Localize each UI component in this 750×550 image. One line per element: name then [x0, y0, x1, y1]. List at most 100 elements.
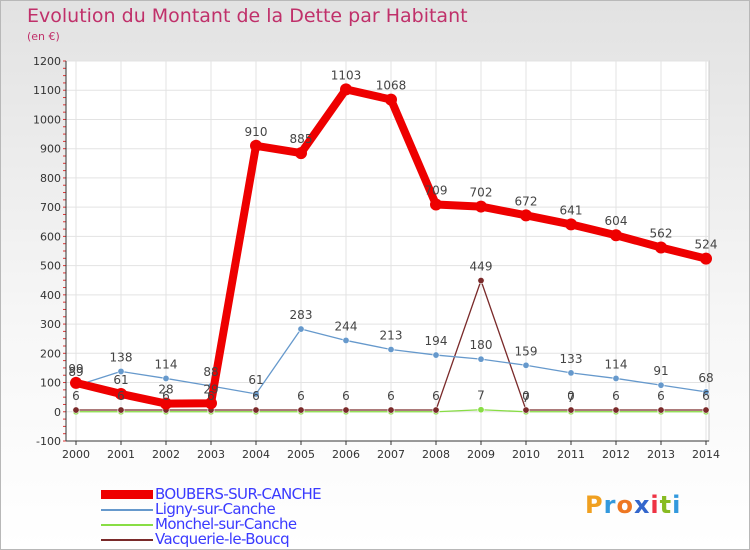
data-point — [340, 83, 352, 96]
data-label: 138 — [110, 350, 133, 364]
chart-subtitle: (en €) — [27, 30, 60, 43]
data-label: 6 — [72, 389, 80, 403]
data-label: 1103 — [331, 68, 362, 82]
data-label: 61 — [248, 373, 263, 387]
data-label: 0 — [522, 389, 530, 403]
y-tick-label: 700 — [40, 201, 61, 214]
data-label: 6 — [657, 389, 665, 403]
data-point — [657, 406, 665, 414]
data-label: 7 — [567, 391, 575, 405]
data-point — [520, 209, 532, 222]
data-point — [522, 361, 530, 369]
data-point — [612, 374, 620, 382]
data-point — [160, 397, 172, 410]
data-label: 885 — [290, 132, 313, 146]
data-label: 6 — [162, 389, 170, 403]
data-label: 7 — [477, 389, 485, 403]
data-label: 244 — [335, 319, 358, 333]
data-label: 0 — [567, 389, 575, 403]
data-point — [477, 355, 485, 363]
data-point — [387, 406, 395, 414]
logo-letter: P — [585, 491, 604, 519]
x-tick-label: 2013 — [647, 448, 675, 461]
logo-letter: t — [659, 491, 673, 519]
data-point — [385, 93, 397, 106]
legend-label-boubers: BOUBERS-SUR-CANCHE — [155, 485, 322, 503]
y-tick-label: 1200 — [33, 55, 61, 68]
x-tick-label: 2014 — [692, 448, 720, 461]
logo-letter: x — [633, 491, 651, 519]
data-point — [430, 198, 442, 211]
data-label: 709 — [425, 184, 448, 198]
data-point — [252, 406, 260, 414]
data-point — [475, 200, 487, 213]
data-label: 114 — [605, 357, 628, 371]
x-tick-label: 2009 — [467, 448, 495, 461]
data-label: 99 — [68, 362, 83, 376]
legend-label-ligny: Ligny-sur-Canche — [155, 500, 276, 518]
plot-area — [65, 60, 710, 442]
data-point — [250, 139, 262, 152]
data-point — [565, 218, 577, 231]
data-label: 524 — [695, 238, 718, 252]
data-point — [702, 388, 710, 396]
y-tick-label: 500 — [40, 260, 61, 273]
data-point — [162, 374, 170, 382]
y-tick-label: 1000 — [33, 113, 61, 126]
x-tick-label: 2006 — [332, 448, 360, 461]
data-label: 1068 — [376, 79, 407, 93]
data-point — [297, 325, 305, 333]
logo-letter: o — [616, 491, 634, 519]
data-point — [297, 406, 305, 414]
data-label: 6 — [297, 389, 305, 403]
data-label: 89 — [68, 365, 83, 379]
data-point — [72, 406, 80, 414]
x-tick-label: 2008 — [422, 448, 450, 461]
y-tick-label: 100 — [40, 377, 61, 390]
x-tick-label: 2005 — [287, 448, 315, 461]
data-label: 449 — [470, 260, 493, 274]
x-tick-label: 2011 — [557, 448, 585, 461]
y-tick-label: 900 — [40, 143, 61, 156]
data-label: 7 — [522, 391, 530, 405]
data-point — [117, 406, 125, 414]
data-label: 283 — [290, 308, 313, 322]
logo-letter: r — [603, 491, 617, 519]
data-label: 641 — [560, 203, 583, 217]
logo-letter: i — [650, 491, 660, 519]
y-tick-label: 400 — [40, 289, 61, 302]
y-tick-label: 600 — [40, 230, 61, 243]
data-label: 562 — [650, 226, 673, 240]
data-point — [657, 381, 665, 389]
data-label: 6 — [117, 389, 125, 403]
x-tick-label: 2002 — [152, 448, 180, 461]
x-tick-label: 2010 — [512, 448, 540, 461]
data-point — [610, 229, 622, 242]
data-point — [115, 387, 127, 400]
data-label: 114 — [155, 357, 178, 371]
data-point — [702, 406, 710, 414]
proxiti-logo: Proxiti — [585, 491, 681, 519]
data-point — [387, 346, 395, 354]
legend-swatch-ligny — [101, 509, 153, 511]
y-tick-label: 200 — [40, 347, 61, 360]
data-point — [567, 369, 575, 377]
data-label: 61 — [113, 373, 128, 387]
data-label: 68 — [698, 371, 713, 385]
y-tick-label: -100 — [36, 435, 61, 448]
data-label: 213 — [380, 329, 403, 343]
data-label: 29 — [203, 382, 218, 396]
data-label: 28 — [158, 383, 173, 397]
data-point — [567, 406, 575, 414]
x-tick-label: 2003 — [197, 448, 225, 461]
x-tick-label: 2001 — [107, 448, 135, 461]
x-tick-label: 2000 — [62, 448, 90, 461]
data-label: 6 — [387, 389, 395, 403]
data-point — [342, 336, 350, 344]
data-label: 88 — [203, 365, 218, 379]
data-label: 180 — [470, 338, 493, 352]
data-label: 910 — [245, 125, 268, 139]
data-label: 194 — [425, 334, 448, 348]
data-label: 6 — [342, 389, 350, 403]
